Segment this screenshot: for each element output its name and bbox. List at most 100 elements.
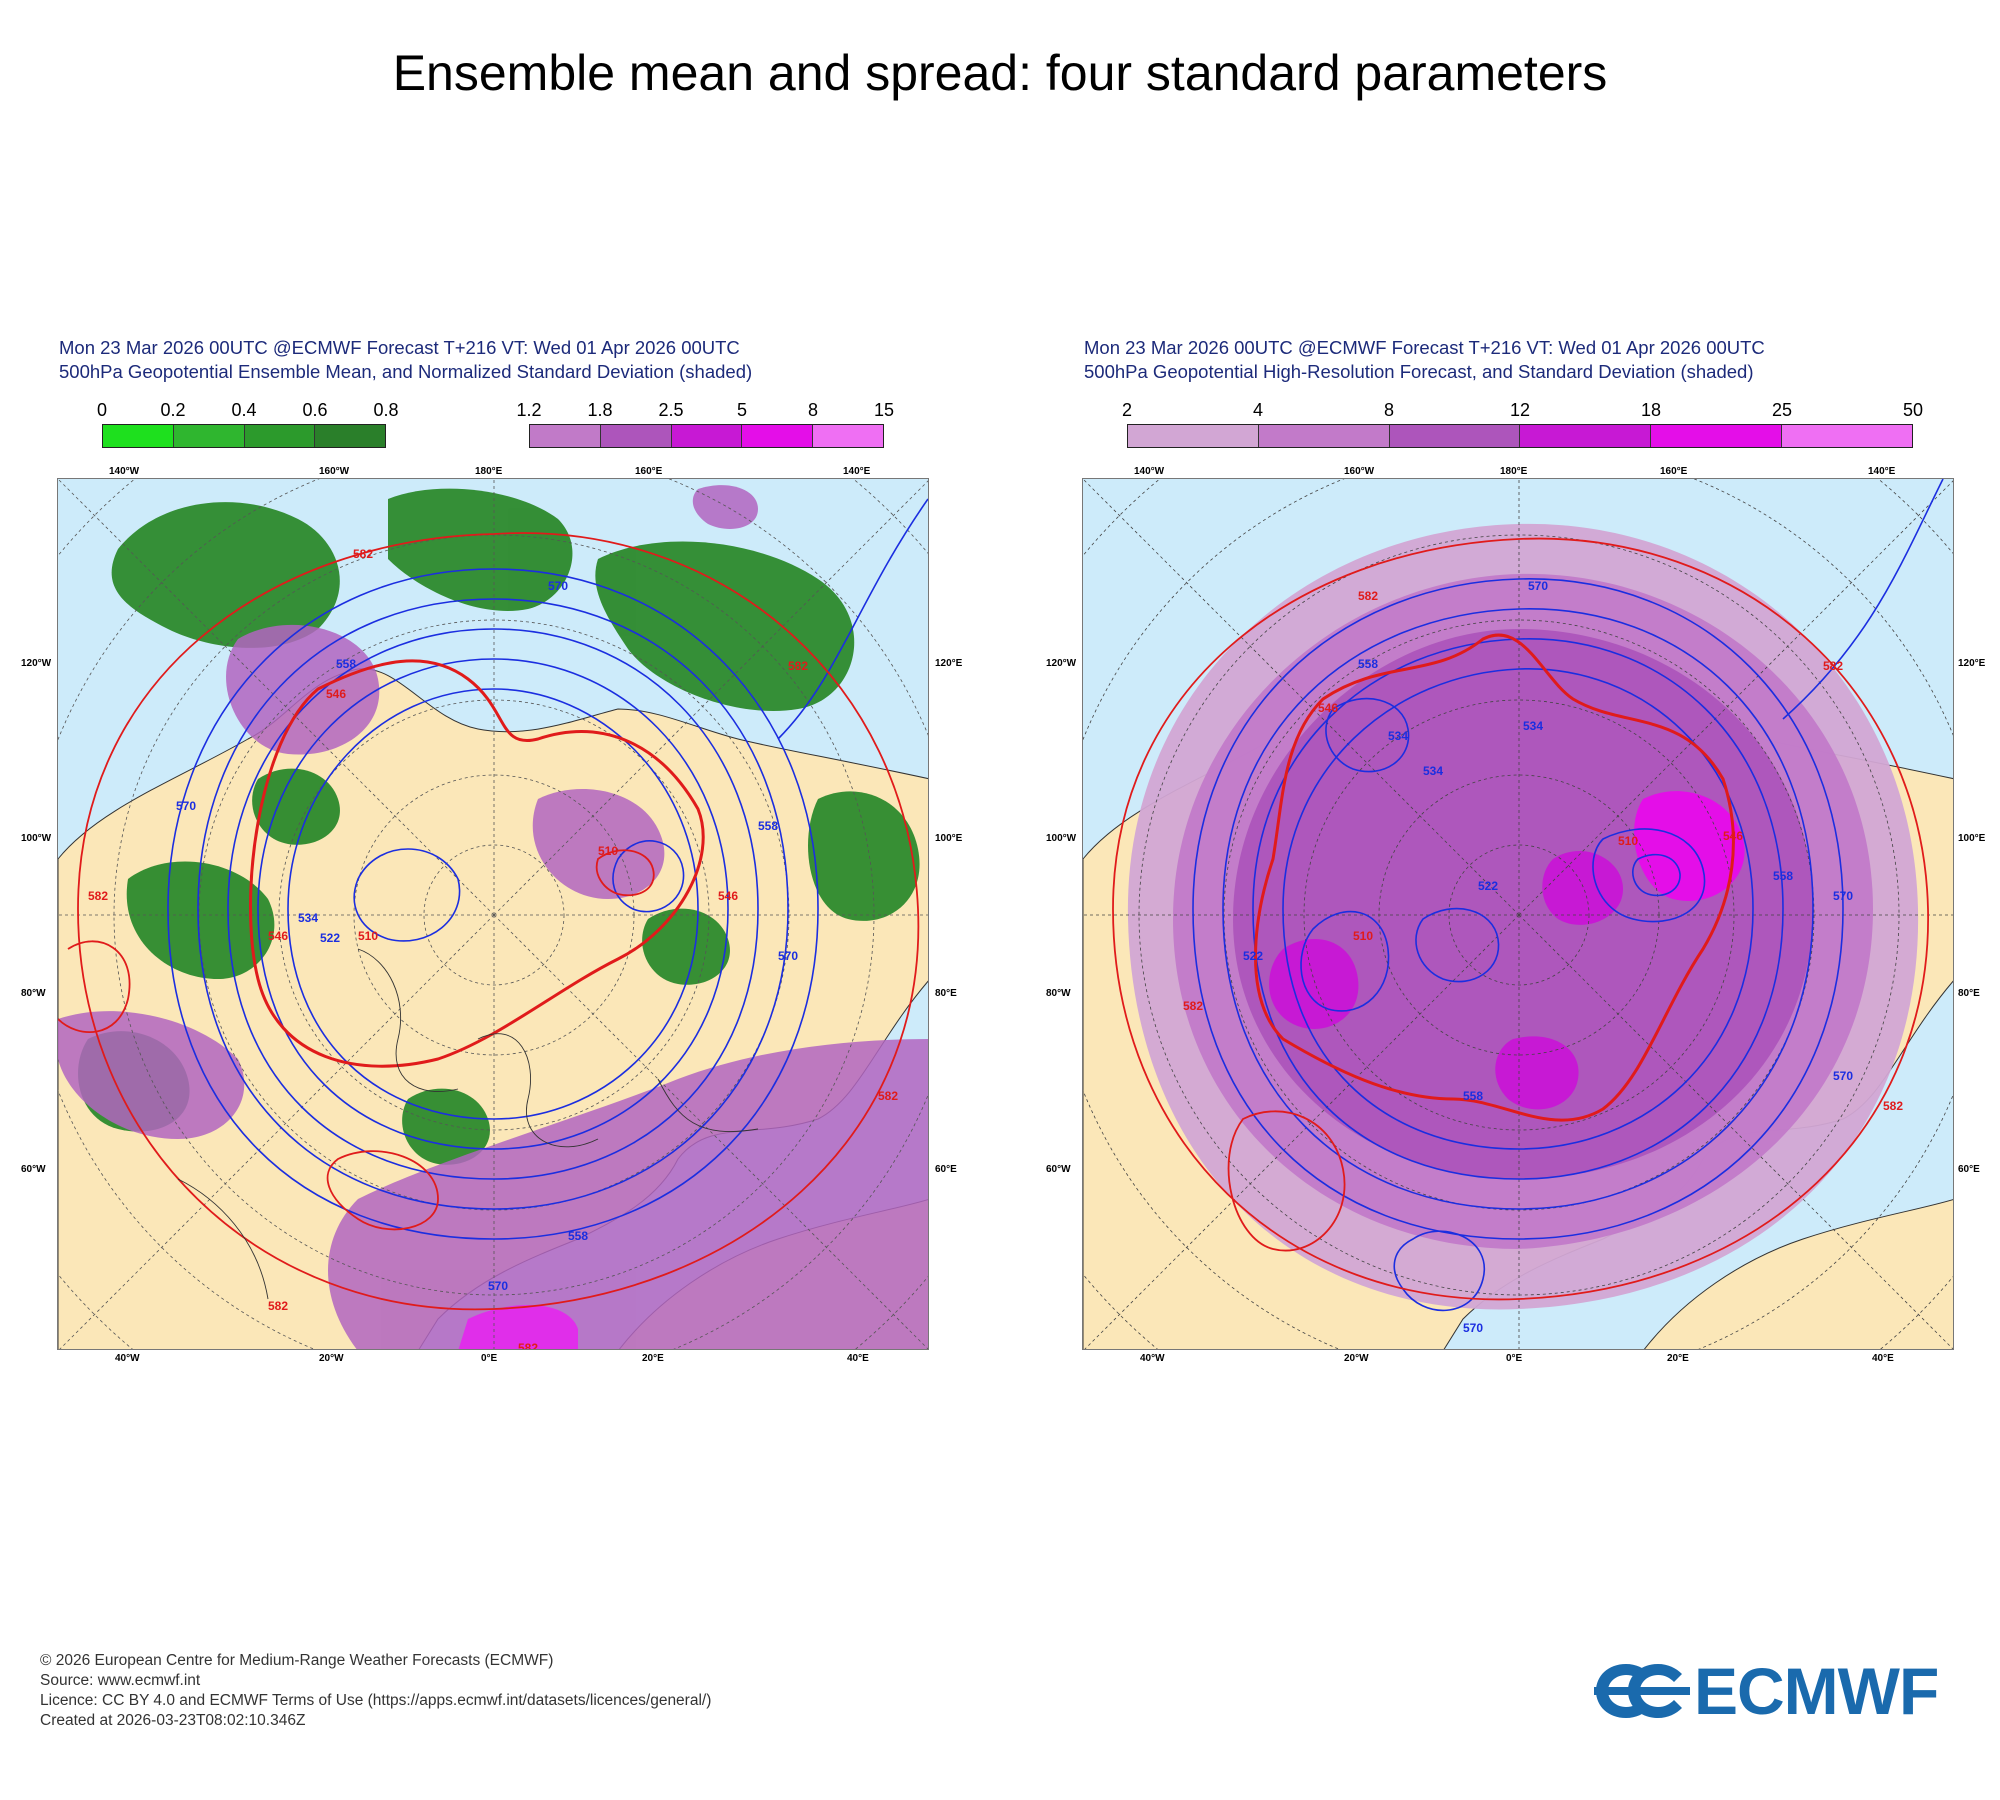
red-contours xyxy=(1112,537,1929,1301)
polar-map[interactable]: 582 582 582 582 582 582 570 570 570 570 … xyxy=(57,478,929,1350)
footer-created: Created at 2026-03-23T08:02:10.346Z xyxy=(40,1712,306,1729)
lon-label: 100°E xyxy=(935,833,963,844)
legend-tick: 18 xyxy=(1641,400,1662,420)
copyright-footer: © 2026 European Centre for Medium-Range … xyxy=(40,1651,711,1731)
panel-header-line1: Mon 23 Mar 2026 00UTC @ECMWF Forecast T+… xyxy=(59,337,740,358)
red-contours xyxy=(58,532,920,1311)
contour-label-blue: 522 xyxy=(1243,949,1264,963)
lon-label: 40°W xyxy=(115,1353,140,1364)
lon-label: 160°E xyxy=(1660,466,1688,477)
panel-header-line2: 500hPa Geopotential Ensemble Mean, and N… xyxy=(59,361,753,382)
legend-normalized-std-purple: 1.2 1.8 2.5 5 8 15 xyxy=(516,400,894,448)
contour-label-blue: 534 xyxy=(1388,729,1409,743)
contour-label-blue: 522 xyxy=(320,931,341,945)
contour-label-red: 510 xyxy=(358,929,379,943)
map-canvas xyxy=(58,479,928,1349)
lon-label: 0°E xyxy=(481,1353,498,1364)
legend-normalized-std-green: 0 0.2 0.4 0.6 0.8 xyxy=(97,400,399,448)
legend-tick: 50 xyxy=(1902,400,1924,420)
contour-label-red: 582 xyxy=(88,889,109,903)
contour-label-red: 582 xyxy=(788,659,809,673)
coastlines xyxy=(177,948,759,1300)
legend-tick: 0.6 xyxy=(302,400,328,420)
legend-tick: 15 xyxy=(873,400,895,420)
contour-label-red: 546 xyxy=(718,889,739,903)
contour-label-red: 546 xyxy=(1318,701,1339,715)
ecmwf-logo: ECMWF xyxy=(1592,1656,1972,1726)
contour-label-red: 582 xyxy=(878,1089,899,1103)
lon-label: 80°W xyxy=(1046,988,1071,999)
lon-label: 180°E xyxy=(475,466,503,477)
legend-swatch xyxy=(530,425,601,447)
footer-licence[interactable]: Licence: CC BY 4.0 and ECMWF Terms of Us… xyxy=(40,1692,712,1709)
lon-label: 0°E xyxy=(1506,1353,1523,1364)
footer-copyright: © 2026 European Centre for Medium-Range … xyxy=(40,1652,554,1669)
legend-tick: 2 xyxy=(1121,400,1133,420)
contour-label-red: 546 xyxy=(1723,829,1744,843)
contour-label-red: 546 xyxy=(326,687,347,701)
legend-colorbar xyxy=(529,424,884,448)
lon-label: 60°E xyxy=(935,1164,957,1175)
legend-tick: 0.2 xyxy=(160,400,186,420)
legend-swatch xyxy=(103,425,174,447)
lon-label: 160°W xyxy=(319,466,350,477)
panel-header: Mon 23 Mar 2026 00UTC @ECMWF Forecast T+… xyxy=(1084,336,1765,384)
legend-tick: 12 xyxy=(1509,400,1531,420)
contour-label-red: 582 xyxy=(268,1299,289,1313)
legend-tick: 25 xyxy=(1771,400,1792,420)
contour-label-red: 510 xyxy=(598,844,619,858)
purple-shading xyxy=(58,485,928,1349)
contour-label-blue: 558 xyxy=(1463,1089,1484,1103)
legend-swatch xyxy=(1128,425,1259,447)
legend-swatch xyxy=(600,425,672,447)
contour-label-red: 582 xyxy=(1183,999,1204,1013)
lon-label: 40°E xyxy=(847,1353,869,1364)
contour-label-blue: 570 xyxy=(778,949,799,963)
legend-colorbar xyxy=(102,424,386,448)
contour-label-blue: 534 xyxy=(298,911,319,925)
panel-header: Mon 23 Mar 2026 00UTC @ECMWF Forecast T+… xyxy=(59,336,752,384)
lon-label: 80°E xyxy=(935,988,957,999)
contour-label-blue: 570 xyxy=(548,579,569,593)
contour-label-blue: 570 xyxy=(1463,1321,1484,1335)
legend-swatch xyxy=(813,425,883,447)
contour-label-blue: 558 xyxy=(1773,869,1794,883)
contour-label-red: 510 xyxy=(1353,929,1374,943)
contour-label-red: 582 xyxy=(353,547,374,561)
legend-swatch xyxy=(244,425,316,447)
map-panel-high-resolution: Mon 23 Mar 2026 00UTC @ECMWF Forecast T+… xyxy=(1046,336,1985,1364)
contour-label-blue: 570 xyxy=(488,1279,509,1293)
ecmwf-logo-text: ECMWF xyxy=(1694,1654,1939,1728)
contour-label-blue: 570 xyxy=(176,799,197,813)
blue-contours xyxy=(167,498,928,1240)
lon-label: 120°W xyxy=(1046,658,1077,669)
contour-label-blue: 570 xyxy=(1833,889,1854,903)
lon-label: 60°W xyxy=(21,1164,46,1175)
contour-label-red: 546 xyxy=(268,929,289,943)
polar-map[interactable]: 582 582 582 582 570 570 570 570 558 558 … xyxy=(1082,478,1954,1350)
lon-label: 60°E xyxy=(1958,1164,1980,1175)
lon-label: 60°W xyxy=(1046,1164,1071,1175)
legend-tick: 8 xyxy=(1383,400,1394,420)
lon-label: 80°W xyxy=(21,988,46,999)
legend-swatch xyxy=(1651,425,1783,447)
legend-swatch xyxy=(1258,425,1390,447)
legend-tick: 0 xyxy=(96,400,108,420)
contour-label-red: 582 xyxy=(1823,659,1844,673)
contour-label-blue: 558 xyxy=(758,819,779,833)
legend-swatch xyxy=(1520,425,1652,447)
contour-label-blue: 570 xyxy=(1528,579,1549,593)
graticule xyxy=(58,479,928,1349)
contour-label-red: 582 xyxy=(1883,1099,1904,1113)
contour-label-blue: 558 xyxy=(1358,657,1379,671)
lon-label: 20°E xyxy=(1667,1353,1689,1364)
footer-source[interactable]: Source: www.ecmwf.int xyxy=(40,1672,201,1689)
lon-label: 140°E xyxy=(843,466,871,477)
spread-shading xyxy=(1127,523,1919,1310)
legend-swatch xyxy=(742,425,814,447)
legend-tick: 8 xyxy=(807,400,819,420)
graticule xyxy=(1083,479,1953,1349)
lon-label: 160°W xyxy=(1344,466,1375,477)
lon-label: 100°E xyxy=(1958,833,1986,844)
contour-label-blue: 558 xyxy=(568,1229,589,1243)
